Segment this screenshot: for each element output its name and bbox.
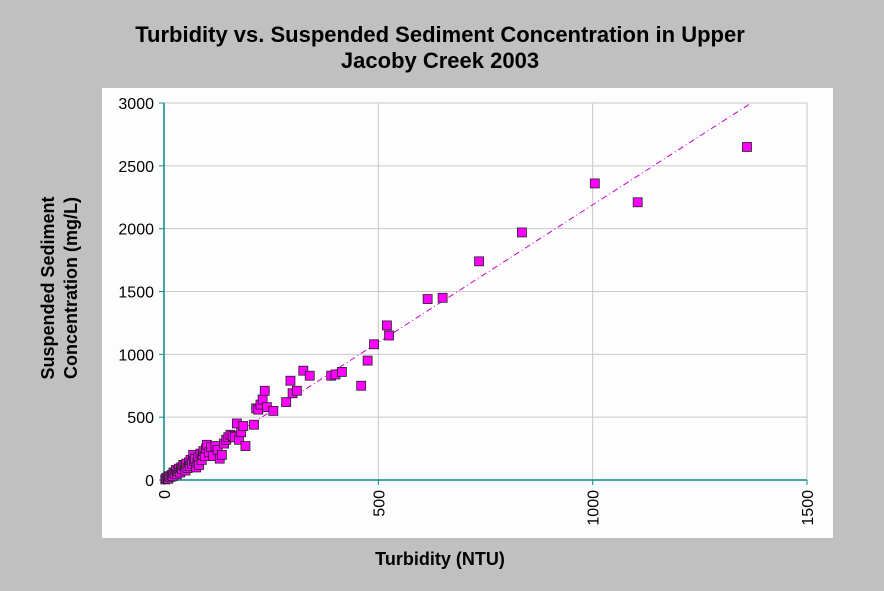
x-tick-label: 500 <box>371 490 388 517</box>
data-point <box>384 330 394 341</box>
data-point <box>304 370 315 381</box>
y-tick-label: 2000 <box>118 222 154 239</box>
data-point <box>216 449 227 460</box>
x-tick-label: 1500 <box>800 490 817 526</box>
y-tick-label: 0 <box>145 473 154 490</box>
data-point <box>474 256 484 267</box>
tick-labels: 0 500 1000 1500 2000 2500 3000 0 500 1000 1500 <box>118 96 817 526</box>
y-tick-label: 3000 <box>118 96 154 113</box>
data-point <box>281 397 292 407</box>
data-point <box>259 385 270 396</box>
grid-lines <box>164 102 808 480</box>
data-point <box>382 320 392 331</box>
chart-title-line-1: Turbidity vs. Suspended Sediment Concent… <box>135 22 745 47</box>
data-point <box>298 365 309 376</box>
data-point <box>285 375 296 386</box>
data-point <box>249 419 259 430</box>
data-point <box>422 294 433 304</box>
data-point <box>291 385 302 396</box>
y-tick-label: 2500 <box>118 159 154 176</box>
data-point <box>238 421 249 431</box>
data-point <box>437 292 448 303</box>
y-tick-label: 1500 <box>118 285 154 302</box>
data-point <box>632 197 643 208</box>
data-point <box>369 339 379 350</box>
x-tick-label: 0 <box>157 490 174 499</box>
data-point <box>362 355 373 366</box>
trendline <box>163 102 752 481</box>
data-point <box>742 142 752 152</box>
chart-title-line-2: Jacoby Creek 2003 <box>340 48 540 73</box>
data-point <box>240 441 251 451</box>
data-points <box>160 142 752 485</box>
x-tick-label: 1000 <box>586 490 603 526</box>
chart-title: Turbidity vs. Suspended Sediment Concent… <box>40 22 840 74</box>
axes <box>159 102 808 485</box>
data-point <box>589 178 600 189</box>
trendline-group <box>163 102 752 481</box>
x-axis-label: Turbidity (NTU) <box>375 549 505 569</box>
data-point <box>336 367 347 377</box>
y-tick-label: 500 <box>127 410 154 427</box>
data-point <box>268 405 279 416</box>
y-tick-label: 1000 <box>118 347 154 364</box>
data-point <box>356 380 367 391</box>
data-point <box>517 227 527 238</box>
